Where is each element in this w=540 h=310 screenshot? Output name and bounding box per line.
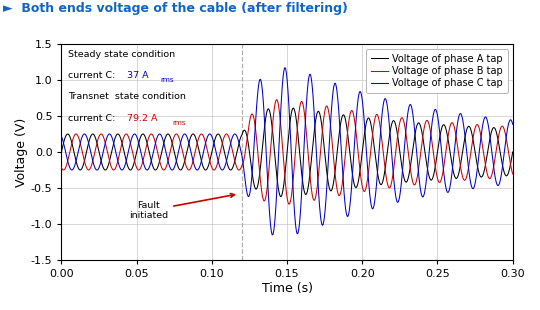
Voltage of phase A tap	[58, 150, 65, 154]
Text: rms: rms	[172, 120, 186, 126]
Text: 79.2 A: 79.2 A	[127, 114, 157, 123]
Voltage of phase A tap	[160, 144, 166, 148]
Y-axis label: Voltage (V): Voltage (V)	[15, 117, 28, 187]
Voltage of phase C tap	[269, 233, 276, 237]
Voltage of phase C tap	[196, 166, 202, 170]
Voltage of phase B tap	[273, 98, 280, 102]
Voltage of phase A tap	[290, 106, 296, 110]
X-axis label: Time (s): Time (s)	[261, 282, 313, 295]
Text: ►  Both ends voltage of the cable (after filtering): ► Both ends voltage of the cable (after …	[3, 2, 348, 15]
Voltage of phase B tap	[437, 179, 444, 183]
Voltage of phase A tap	[321, 147, 328, 151]
Text: Steady state condition: Steady state condition	[68, 50, 176, 59]
Voltage of phase C tap	[509, 122, 516, 126]
Voltage of phase B tap	[453, 133, 459, 137]
Voltage of phase A tap	[196, 150, 202, 153]
Voltage of phase A tap	[437, 130, 444, 134]
Line: Voltage of phase B tap: Voltage of phase B tap	[62, 100, 512, 204]
Voltage of phase A tap	[92, 136, 99, 140]
Text: Transnet  state condition: Transnet state condition	[68, 92, 186, 101]
Text: 37 A: 37 A	[127, 71, 148, 80]
Voltage of phase C tap	[58, 135, 65, 138]
Voltage of phase C tap	[437, 141, 444, 145]
Voltage of phase A tap	[278, 195, 284, 198]
Line: Voltage of phase A tap: Voltage of phase A tap	[62, 108, 512, 197]
Voltage of phase B tap	[286, 202, 292, 206]
Voltage of phase C tap	[160, 139, 166, 142]
Voltage of phase B tap	[160, 168, 166, 172]
Text: current C:: current C:	[68, 114, 119, 123]
Text: Fault
initiated: Fault initiated	[129, 193, 234, 220]
Voltage of phase B tap	[196, 135, 202, 139]
Voltage of phase B tap	[92, 148, 99, 151]
Voltage of phase A tap	[509, 150, 516, 154]
Legend: Voltage of phase A tap, Voltage of phase B tap, Voltage of phase C tap: Voltage of phase A tap, Voltage of phase…	[366, 49, 508, 93]
Voltage of phase B tap	[321, 112, 328, 116]
Text: rms: rms	[161, 77, 174, 83]
Voltage of phase B tap	[509, 172, 516, 176]
Voltage of phase C tap	[321, 215, 328, 219]
Line: Voltage of phase C tap: Voltage of phase C tap	[62, 68, 512, 235]
Voltage of phase C tap	[92, 167, 99, 170]
Voltage of phase C tap	[453, 135, 459, 138]
Voltage of phase C tap	[282, 66, 288, 70]
Voltage of phase B tap	[58, 166, 65, 170]
Voltage of phase A tap	[453, 176, 459, 180]
Text: current C:: current C:	[68, 71, 119, 80]
